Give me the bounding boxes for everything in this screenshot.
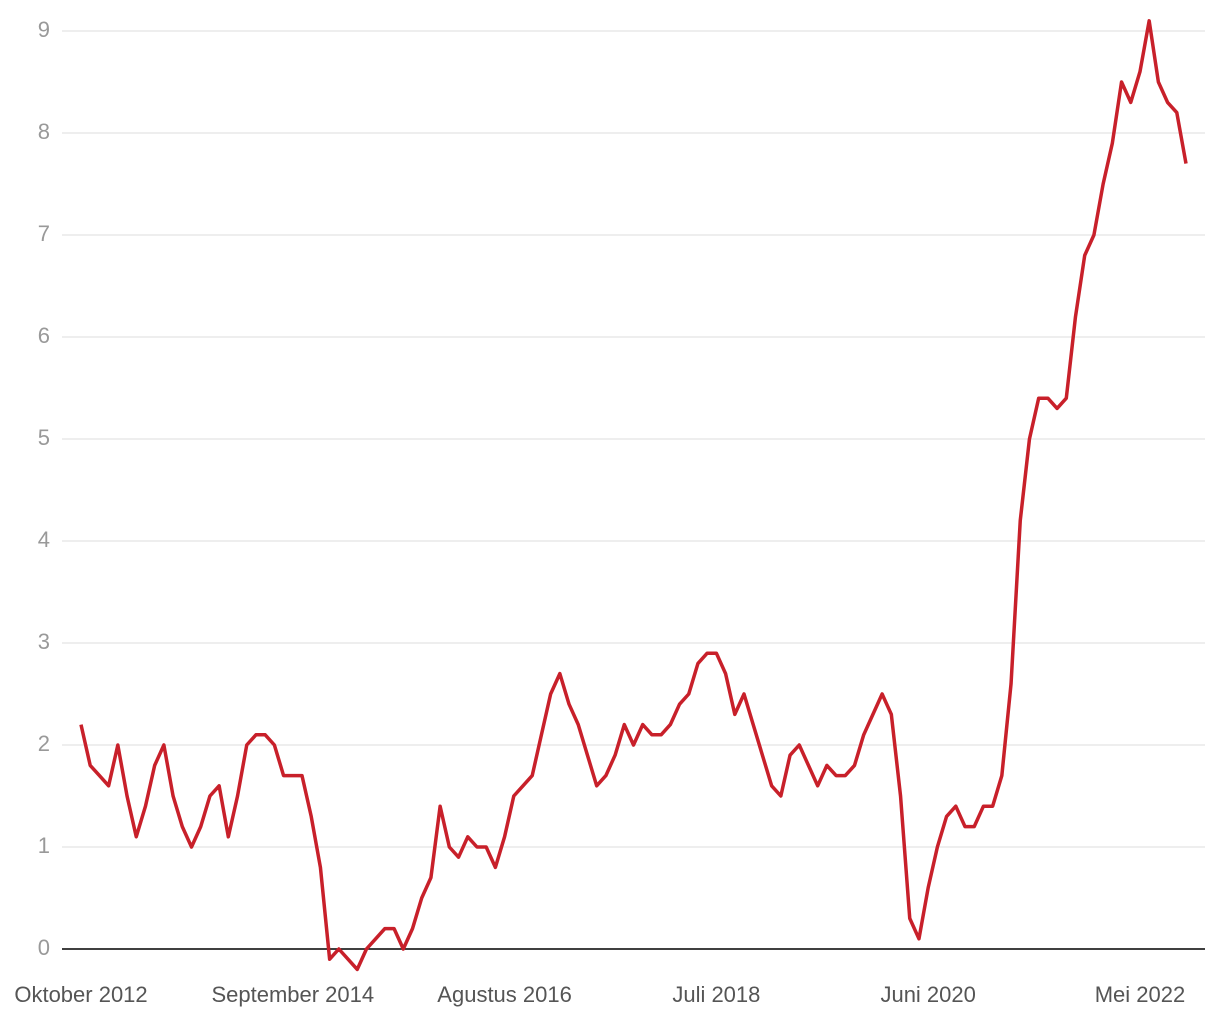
y-tick-label: 0	[38, 935, 50, 960]
x-tick-label: September 2014	[211, 982, 374, 1007]
y-tick-label: 7	[38, 221, 50, 246]
x-tick-label: Juni 2020	[880, 982, 975, 1007]
y-tick-label: 3	[38, 629, 50, 654]
y-tick-label: 6	[38, 323, 50, 348]
y-tick-label: 8	[38, 119, 50, 144]
x-tick-label: Oktober 2012	[14, 982, 147, 1007]
y-tick-label: 2	[38, 731, 50, 756]
y-tick-label: 4	[38, 527, 50, 552]
y-tick-label: 9	[38, 17, 50, 42]
data-line	[79, 19, 1188, 972]
x-tick-label: Juli 2018	[672, 982, 760, 1007]
y-tick-label: 1	[38, 833, 50, 858]
y-tick-label: 5	[38, 425, 50, 450]
x-tick-label: Mei 2022	[1095, 982, 1186, 1007]
x-tick-label: Agustus 2016	[437, 982, 572, 1007]
